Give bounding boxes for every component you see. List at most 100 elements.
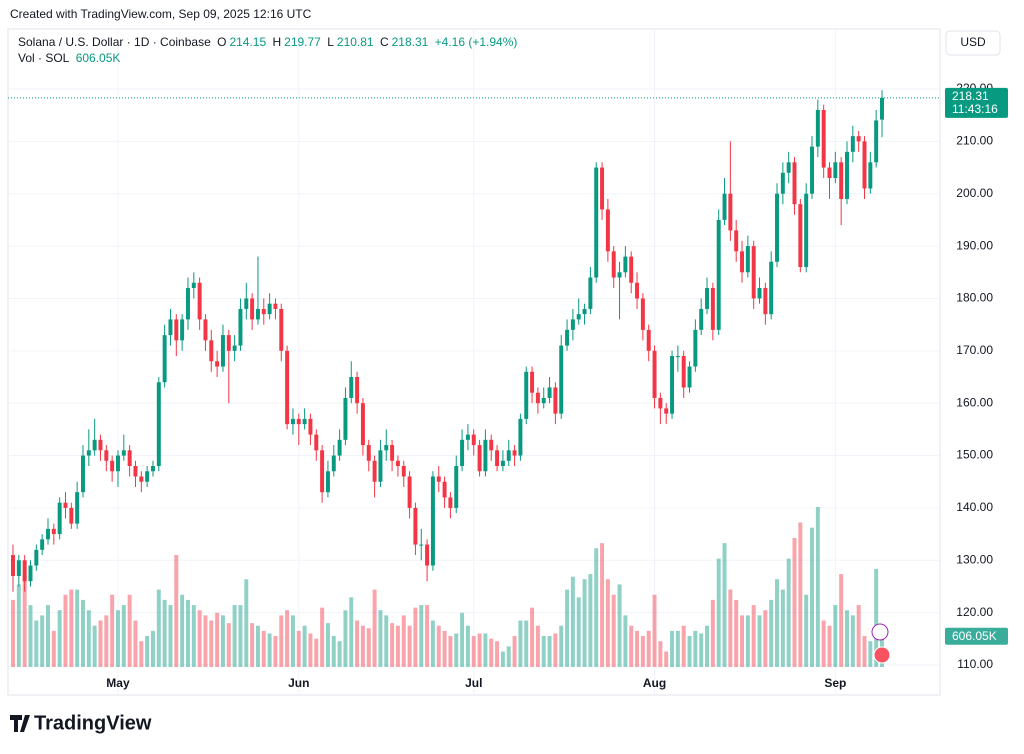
candle-body [541,397,546,404]
volume-bar [745,615,750,667]
candle-body [92,439,97,451]
candle-body [267,303,272,315]
volume-bar [483,633,488,667]
volume-bar [868,641,873,667]
candle-body [104,450,109,461]
volume-bar [675,630,680,667]
candle-body [69,507,74,524]
candle-body [518,418,523,456]
candle-body [588,277,593,309]
candle-body [687,366,692,388]
logo: TradingView [10,712,152,734]
volume-bar [699,633,704,667]
volume-bar [395,625,400,667]
event-icon[interactable] [871,623,889,641]
candle-body [22,560,27,582]
volume-bar [308,633,313,667]
volume-bar [232,605,237,667]
volume-bar [238,605,243,667]
candle-body [512,450,517,456]
volume-bar [792,537,797,667]
candle-body [75,492,80,524]
candle-body [670,356,675,414]
volume-bar [821,620,826,667]
currency[interactable]: USD [960,35,986,49]
volume-bar [220,615,225,667]
volume-bar [757,615,762,667]
candle-body [244,298,249,309]
currency-box[interactable] [945,30,1001,56]
candle-body [81,455,85,493]
volume-bar [465,625,470,667]
candle-body [378,450,383,482]
candle-body [815,109,820,147]
volume-bar [314,638,319,667]
volume-bar [582,579,587,667]
volume-bar [565,589,570,667]
volume-bar [734,599,739,667]
volume-bar [261,630,266,667]
volume-bar [127,594,132,667]
volume-bar [150,630,155,667]
candle-body [331,455,336,472]
event-icon[interactable] [873,646,891,664]
candle-body [745,246,750,273]
candle-body [226,335,231,351]
candle-body [506,450,511,461]
volume-bar [530,607,535,667]
candle-body [314,434,319,451]
volume-bar [810,527,814,667]
volume-bar [285,610,290,667]
volume-bar [442,630,447,667]
candle-body [238,308,243,346]
volume-bar [804,594,809,667]
volume-bar [139,641,144,667]
volume-bar [646,630,651,667]
volume-bar [40,615,45,667]
volume-bar [86,610,91,667]
x-tick-label: Aug [643,676,666,690]
volume-bar [191,605,196,667]
volume-bar [343,610,348,667]
volume-bar [710,599,715,667]
volume-bar [495,641,500,667]
candle-body [471,434,476,446]
candle-body [320,450,325,493]
volume-bar [296,630,301,667]
last-price-box [945,87,1008,118]
candle-body [168,319,173,336]
candle-body [366,445,371,461]
candle-body [582,308,587,315]
volume-bar [16,584,21,667]
candle-body [775,193,780,262]
volume-bar [121,605,126,667]
volume-bar [547,636,552,667]
volume-bar [355,620,360,667]
y-tick-label: 160.00 [956,395,993,409]
volume-bar [751,605,756,667]
volume-value-box [945,627,1008,645]
volume-bar [145,636,150,667]
x-tick-label: Jul [465,676,482,690]
ohlc-value: 210.81 [336,35,374,49]
candle-body [448,497,453,508]
volume-bar [203,615,208,667]
candle-body [127,450,132,467]
y-tick-label: 170.00 [956,343,993,357]
candle-body [28,565,33,582]
candle-body [162,335,167,383]
ohlc-label: C [379,35,389,49]
volume-bar [605,579,610,667]
candle-body [46,528,50,540]
volume-bar [827,625,832,667]
logo-text: TradingView [34,712,152,734]
candle-body [215,361,220,367]
candle-body [769,261,774,315]
watermark: Created with TradingView.com, Sep 09, 20… [10,7,312,21]
symbol[interactable]: Solana / U.S. Dollar · 1D · Coinbase [18,35,211,49]
candle-body [640,298,645,330]
volume-bar [535,625,540,667]
legend: Solana / U.S. Dollar · 1D · Coinbase O 21… [18,35,520,49]
volume-bar [845,610,849,667]
volume-bar [28,605,33,667]
